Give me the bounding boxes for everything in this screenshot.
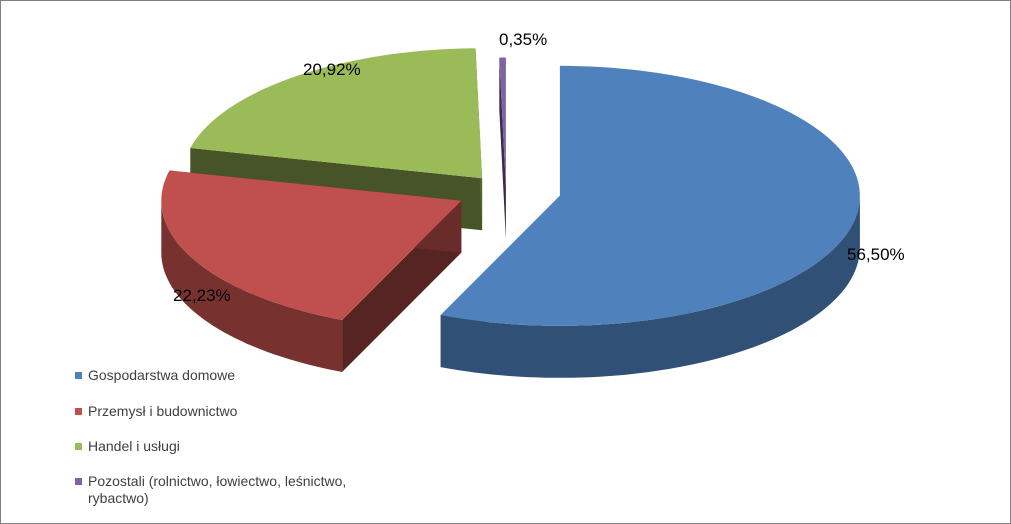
slice-top-gospodarstwa [440, 65, 860, 326]
slice-top-przemysl [161, 170, 462, 320]
data-label-pozostali: 0,35% [499, 30, 547, 49]
slice-top-pozostali [499, 57, 506, 188]
legend-label-pozostali: Pozostali (rolnictwo, łowiectwo, leśnict… [88, 473, 347, 506]
slice-wall-gospodarstwa [440, 195, 860, 378]
slice-top-handel [190, 48, 483, 179]
legend-item-gospodarstwa: Gospodarstwa domowe [75, 367, 235, 384]
slice-przemysl [161, 170, 462, 372]
slice-pozostali [499, 57, 506, 240]
legend-item-pozostali: Pozostali (rolnictwo, łowiectwo, leśnict… [75, 473, 405, 507]
legend-swatch-gospodarstwa [75, 372, 82, 379]
slice-side-pozostali [499, 57, 506, 240]
legend-label-gospodarstwa: Gospodarstwa domowe [88, 367, 236, 383]
data-label-przemysl: 22,23% [173, 286, 231, 305]
slice-wall-przemysl [161, 200, 343, 372]
legend-swatch-handel [75, 443, 82, 450]
legend-label-handel: Handel i usługi [88, 438, 180, 454]
slice-gospodarstwa [440, 65, 860, 378]
legend-label-przemysl: Przemysł i budownictwo [88, 403, 238, 419]
legend-swatch-pozostali [75, 478, 82, 485]
legend-item-przemysl: Przemysł i budownictwo [75, 403, 237, 420]
legend-swatch-przemysl [75, 408, 82, 415]
data-label-gospodarstwa: 56,50% [847, 245, 905, 264]
legend-item-handel: Handel i usługi [75, 438, 180, 455]
data-label-handel: 20,92% [303, 60, 361, 79]
